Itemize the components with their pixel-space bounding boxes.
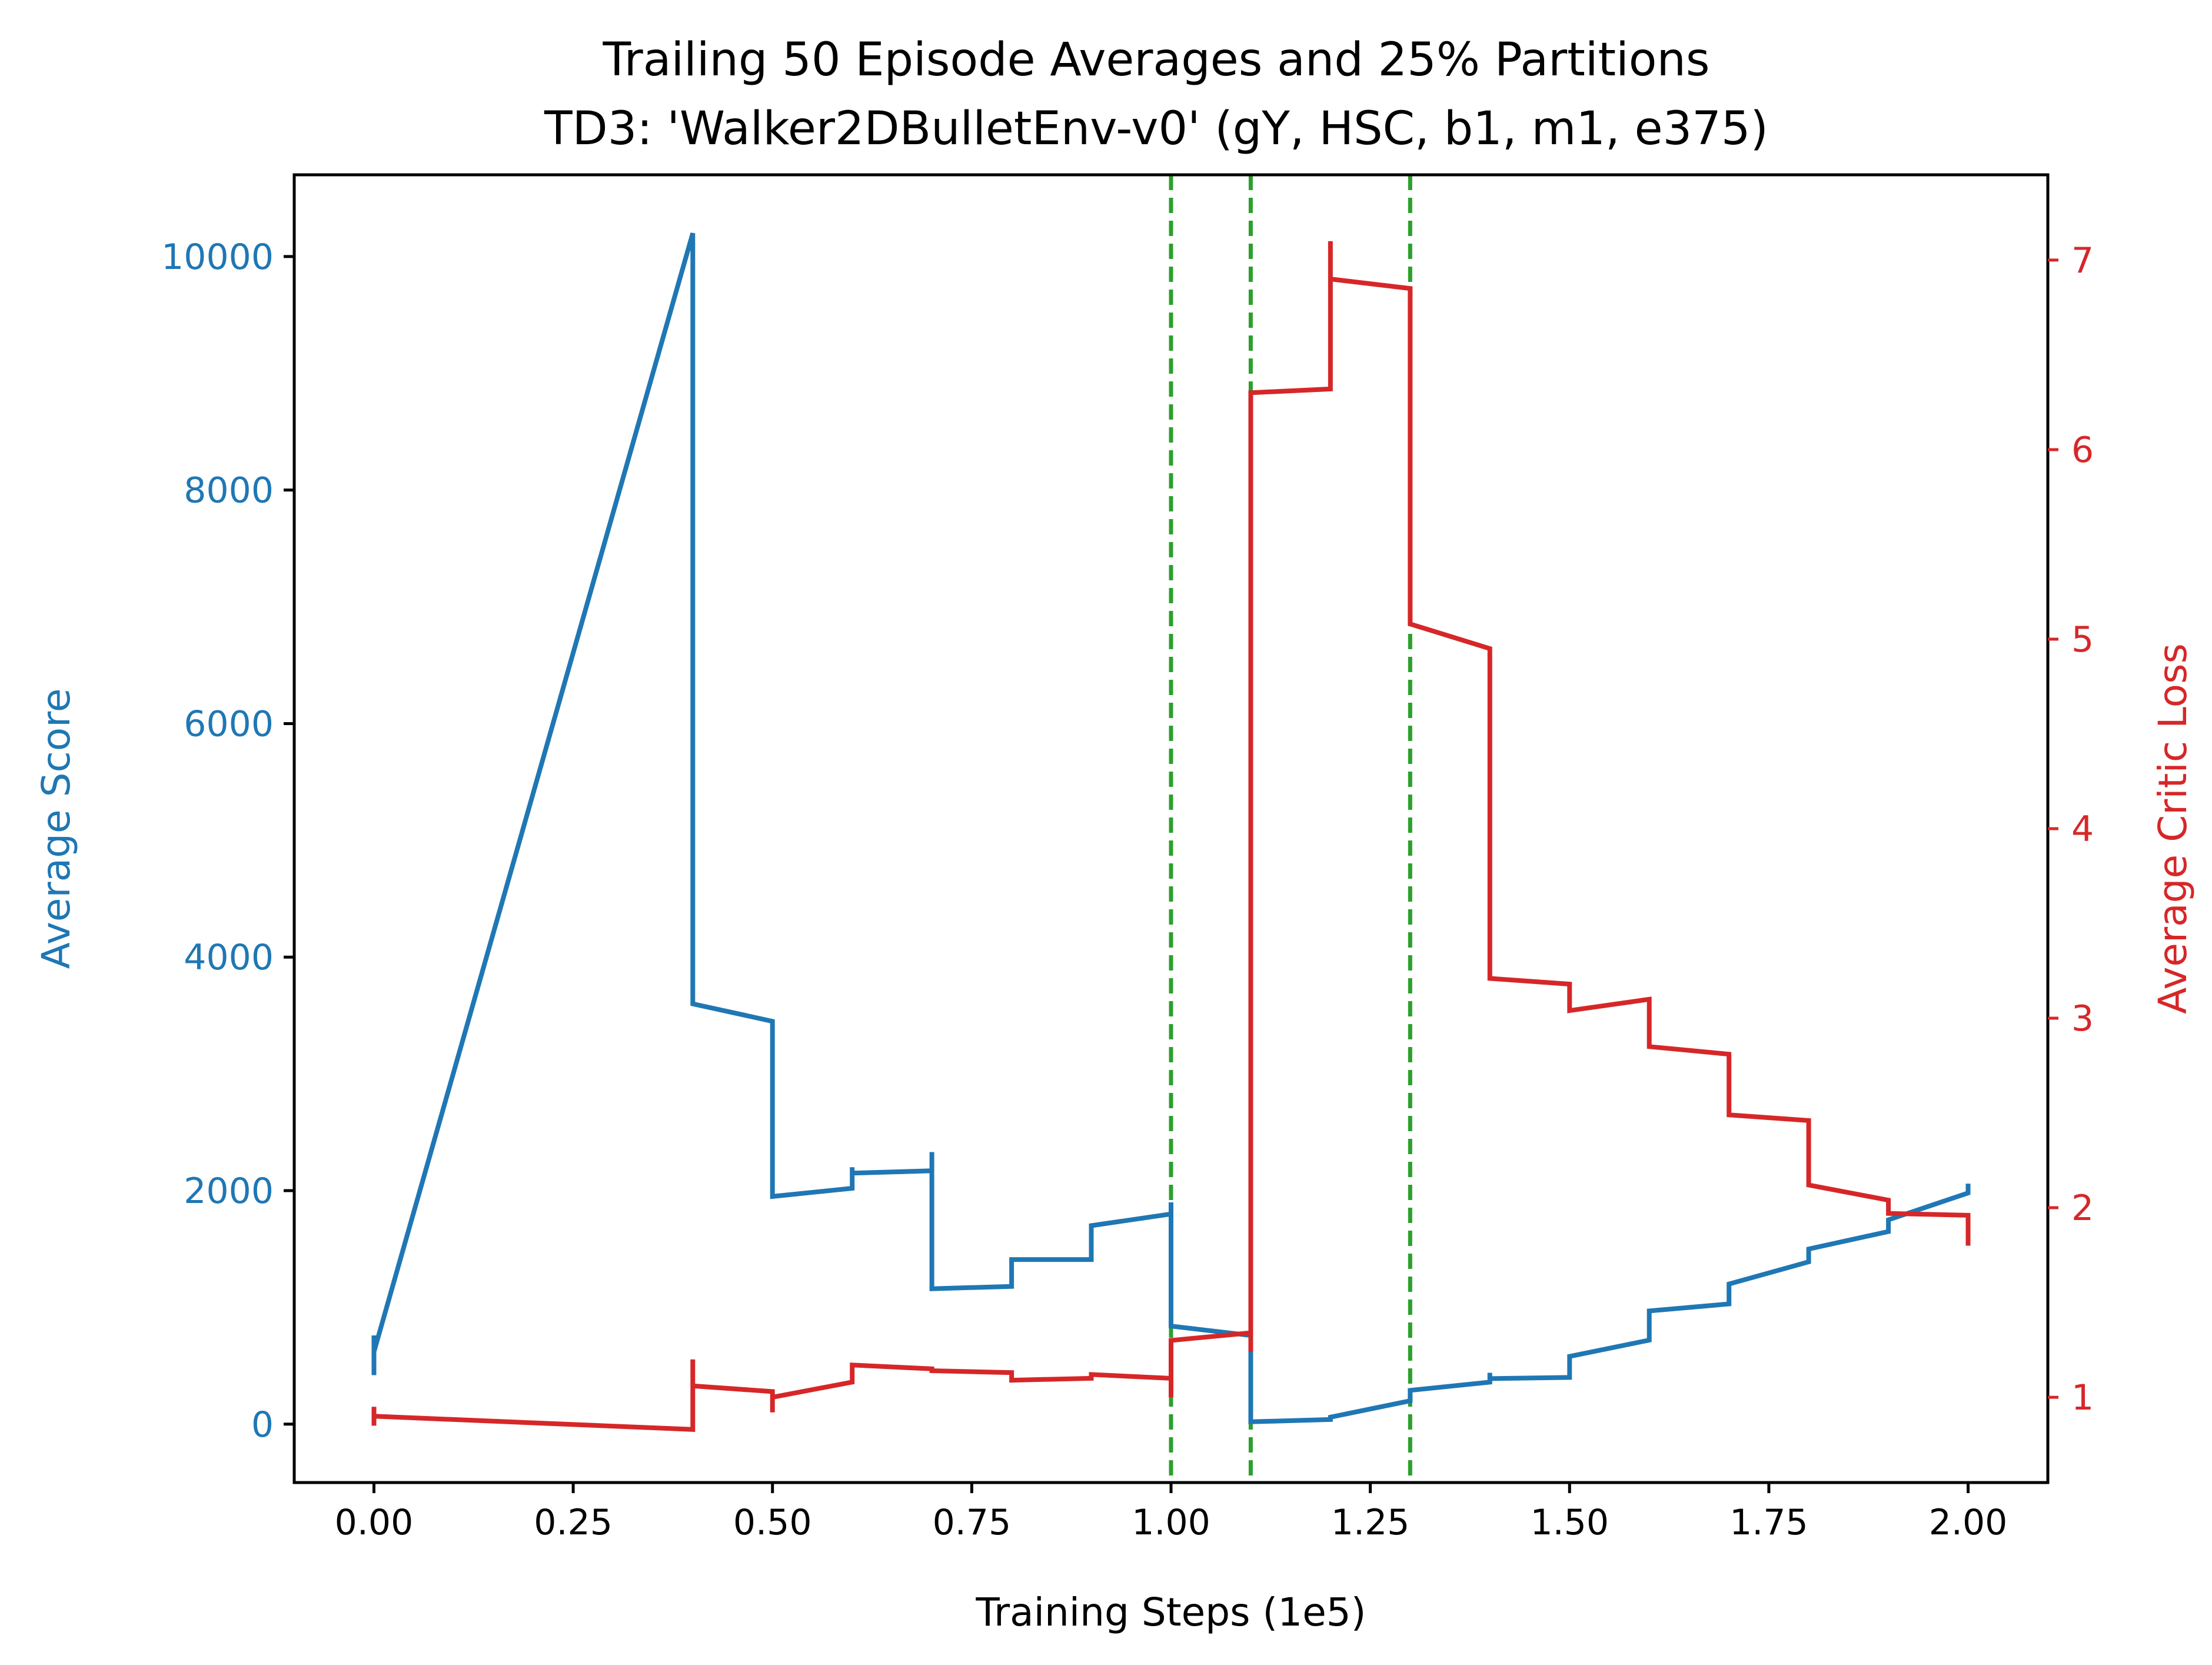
right-tick-label: 5 [2071,619,2094,660]
left-tick-label: 2000 [184,1171,274,1212]
x-tick-label: 1.00 [1132,1502,1210,1543]
right-tick-label: 7 [2071,240,2094,281]
right-axis-ticks: 1 2 3 4 5 6 7 [2048,240,2094,1418]
x-tick-label: 1.25 [1331,1502,1410,1543]
right-tick-label: 2 [2071,1188,2094,1229]
x-tick-label: 1.50 [1530,1502,1609,1543]
x-tick-label: 0.75 [933,1502,1012,1543]
right-tick-label: 6 [2071,430,2094,471]
x-tick-label: 0.00 [335,1502,414,1543]
left-tick-label: 0 [251,1404,274,1445]
series-lines [371,232,1971,1432]
right-tick-label: 1 [2071,1377,2094,1418]
chart-title: Trailing 50 Episode Averages and 25% Par… [602,34,1709,87]
left-axis-ticks: 0 2000 4000 6000 8000 10000 [161,237,294,1445]
left-tick-label: 8000 [184,470,274,511]
x-axis-ticks: 0.00 0.25 0.50 0.75 1.00 1.25 1.50 1.75 2.00 [335,1483,2008,1543]
critic-loss-line [371,241,1971,1432]
partition-lines [1169,175,1412,1483]
x-tick-label: 0.50 [733,1502,812,1543]
left-tick-label: 6000 [184,703,274,745]
chart-subtitle: TD3: 'Walker2DBulletEnv-v0' (gY, HSC, b1… [544,102,1768,155]
right-tick-label: 4 [2071,809,2094,850]
left-axis-label: Average Score [34,689,79,969]
right-axis-label: Average Critic Loss [2150,643,2196,1014]
x-tick-label: 0.25 [534,1502,613,1543]
x-tick-label: 1.75 [1729,1502,1808,1543]
x-axis-label: Training Steps (1e5) [975,1590,1366,1635]
score-line [371,232,1971,1424]
left-tick-label: 4000 [184,937,274,978]
x-tick-label: 2.00 [1929,1502,2008,1543]
right-tick-label: 3 [2071,998,2094,1039]
left-tick-label: 10000 [161,237,274,278]
